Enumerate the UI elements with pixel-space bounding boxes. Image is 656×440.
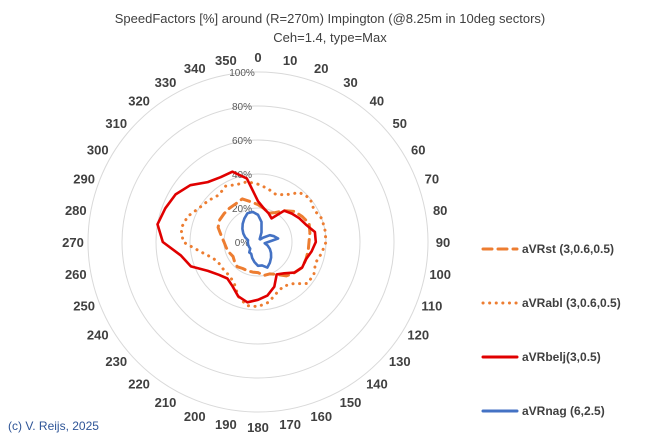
grid-ring-100 xyxy=(87,71,429,413)
angle-tick-label: 350 xyxy=(215,53,237,68)
series-line-1 xyxy=(179,180,328,309)
angle-tick-label: 0 xyxy=(254,50,261,65)
chart-subtitle: Ceh=1.4, type=Max xyxy=(273,30,387,45)
angle-tick-label: 110 xyxy=(421,298,442,313)
angle-tick-label: 10 xyxy=(283,53,297,68)
radial-tick-label: 0% xyxy=(235,238,250,249)
angle-tick-label: 230 xyxy=(105,354,127,369)
series-group xyxy=(156,170,328,309)
angle-tick-label: 140 xyxy=(366,377,388,392)
series-line-3 xyxy=(241,210,280,269)
angle-tick-label: 340 xyxy=(184,61,206,76)
angle-tick-label: 250 xyxy=(73,298,95,313)
legend-label-0: aVRst (3,0.6,0.5) xyxy=(522,242,614,256)
polar-grid xyxy=(87,71,429,413)
radial-tick-label: 80% xyxy=(232,102,252,113)
angle-tick-label: 50 xyxy=(392,116,406,131)
angle-tick-label: 300 xyxy=(87,143,109,158)
chart-title: SpeedFactors [%] around (R=270m) Impingt… xyxy=(115,11,546,26)
angle-tick-label: 190 xyxy=(215,417,237,432)
angle-tick-label: 310 xyxy=(105,116,127,131)
grid-ring-80 xyxy=(121,105,395,379)
angle-tick-label: 60 xyxy=(411,143,425,158)
series-line-0 xyxy=(216,197,312,278)
angle-tick-label: 20 xyxy=(314,61,328,76)
angle-tick-label: 260 xyxy=(65,267,87,282)
angle-tick-label: 290 xyxy=(73,172,95,187)
copyright-credit: (c) V. Reijs, 2025 xyxy=(8,419,99,433)
angle-tick-label: 150 xyxy=(340,395,362,410)
radial-tick-label: 100% xyxy=(229,68,255,79)
angle-tick-label: 180 xyxy=(247,420,269,435)
angle-tick-label: 240 xyxy=(87,328,109,343)
angle-tick-label: 80 xyxy=(433,203,447,218)
angle-tick-label: 270 xyxy=(62,235,84,250)
angle-tick-label: 130 xyxy=(389,354,411,369)
angle-tick-label: 100 xyxy=(429,267,451,282)
angle-tick-label: 170 xyxy=(279,417,301,432)
angle-tick-label: 70 xyxy=(425,172,439,187)
angle-tick-label: 30 xyxy=(343,75,357,90)
angle-tick-label: 320 xyxy=(128,93,150,108)
legend-label-2: aVRbelj(3,0.5) xyxy=(522,350,601,364)
legend-label-3: aVRnag (6,2.5) xyxy=(522,404,605,418)
angle-tick-label: 160 xyxy=(310,409,332,424)
legend-label-1: aVRabl (3,0.6,0.5) xyxy=(522,296,621,310)
legend: aVRst (3,0.6,0.5) aVRabl (3,0.6,0.5) aVRbe… xyxy=(481,242,621,418)
radial-tick-label: 60% xyxy=(232,136,252,147)
angle-tick-label: 220 xyxy=(128,377,150,392)
angle-tick-label: 200 xyxy=(184,409,206,424)
angle-tick-label: 120 xyxy=(407,328,429,343)
radial-tick-label: 20% xyxy=(232,204,252,215)
angle-tick-label: 90 xyxy=(436,235,450,250)
grid-ring-60 xyxy=(155,139,361,345)
angle-tick-label: 40 xyxy=(370,93,384,108)
angle-tick-label: 330 xyxy=(155,75,177,90)
grid-ring-40 xyxy=(189,173,327,311)
series-line-2 xyxy=(156,170,318,304)
angle-tick-label: 280 xyxy=(65,203,87,218)
angle-tick-label: 210 xyxy=(155,395,177,410)
